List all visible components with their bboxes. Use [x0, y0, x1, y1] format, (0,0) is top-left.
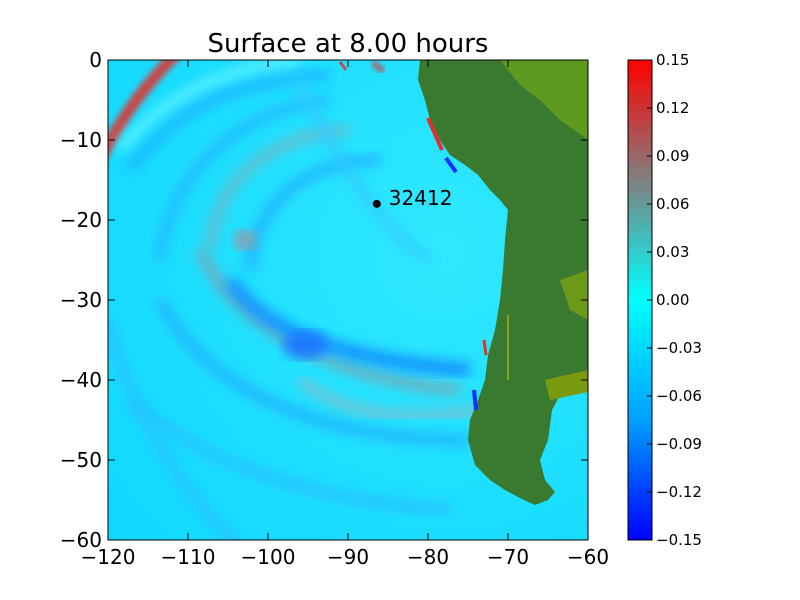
colorbar-tick-label: −0.06 [656, 387, 702, 405]
colorbar-ticks: 0.15 0.12 0.09 0.06 0.03 0.00 −0.03 −0.06 −0.09 −… [647, 51, 702, 549]
coast-red-2 [482, 339, 488, 356]
x-tick-label: −110 [161, 545, 216, 569]
x-tick-label: −90 [327, 545, 369, 569]
wavefront-blue-2 [155, 95, 331, 261]
wave-field [108, 60, 481, 540]
coast-red-3 [338, 61, 348, 71]
highland-2 [560, 270, 588, 320]
y-axis: 0 −10 −20 −30 −40 −50 −60 [60, 48, 588, 552]
x-tick-label: −120 [81, 545, 136, 569]
wavefront-red [108, 60, 179, 158]
x-axis: −120 −110 −100 −90 −80 −70 −60 [81, 60, 609, 569]
highland-3 [545, 370, 588, 400]
x-tick-label: −80 [407, 545, 449, 569]
x-tick-label: −100 [241, 545, 296, 569]
wave-patch-1 [283, 331, 327, 359]
y-tick-label: 0 [89, 48, 102, 72]
colorbar-tick-label: 0.09 [656, 147, 689, 165]
colorbar-tick-label: 0.06 [656, 195, 689, 213]
wavefront-blue-7 [108, 319, 242, 540]
y-tick-label: −40 [60, 368, 102, 392]
y-tick-label: −50 [60, 448, 102, 472]
station-label: 32412 [389, 186, 453, 210]
wavefront-blue-6 [126, 396, 451, 515]
wavefront-cyan-1 [116, 60, 301, 154]
y-tick-label: −30 [60, 288, 102, 312]
colorbar-tick-label: 0.15 [656, 51, 689, 69]
annotations: 32412 [372, 186, 453, 210]
colorbar: 0.15 0.12 0.09 0.06 0.03 0.00 −0.03 −0.06 −0.09 −… [627, 51, 702, 549]
colorbar-tick-label: −0.03 [656, 339, 702, 357]
coast-blue-2 [472, 389, 478, 411]
colorbar-tick-label: −0.12 [656, 483, 702, 501]
wavefront-blue-5 [155, 297, 471, 445]
south-america-land [418, 60, 588, 505]
plot-area [108, 60, 588, 540]
coast-red-1 [426, 117, 444, 151]
station-marker [372, 199, 381, 208]
colorbar-tick-label: 0.12 [656, 99, 689, 117]
colorbar-tick-label: 0.00 [656, 291, 689, 309]
wavefront-blue-1 [125, 69, 331, 174]
wavefront-blue-8 [296, 78, 433, 264]
coast-red-4 [370, 60, 386, 74]
x-tick-label: −60 [567, 545, 609, 569]
chart-title: Surface at 8.00 hours [208, 29, 489, 59]
colorbar-tick-label: 0.03 [656, 243, 689, 261]
highland-1 [500, 60, 588, 140]
wavefront-grey-3 [297, 376, 481, 420]
coast-blue-1 [444, 156, 458, 174]
colorbar-tick-label: −0.15 [656, 531, 702, 549]
y-tick-label: −60 [60, 528, 102, 552]
colorbar-tick-label: −0.09 [656, 435, 702, 453]
y-tick-label: −20 [60, 208, 102, 232]
y-tick-label: −10 [60, 128, 102, 152]
landmass [338, 60, 588, 505]
wave-patch-2 [233, 230, 257, 250]
x-tick-label: −70 [487, 545, 529, 569]
